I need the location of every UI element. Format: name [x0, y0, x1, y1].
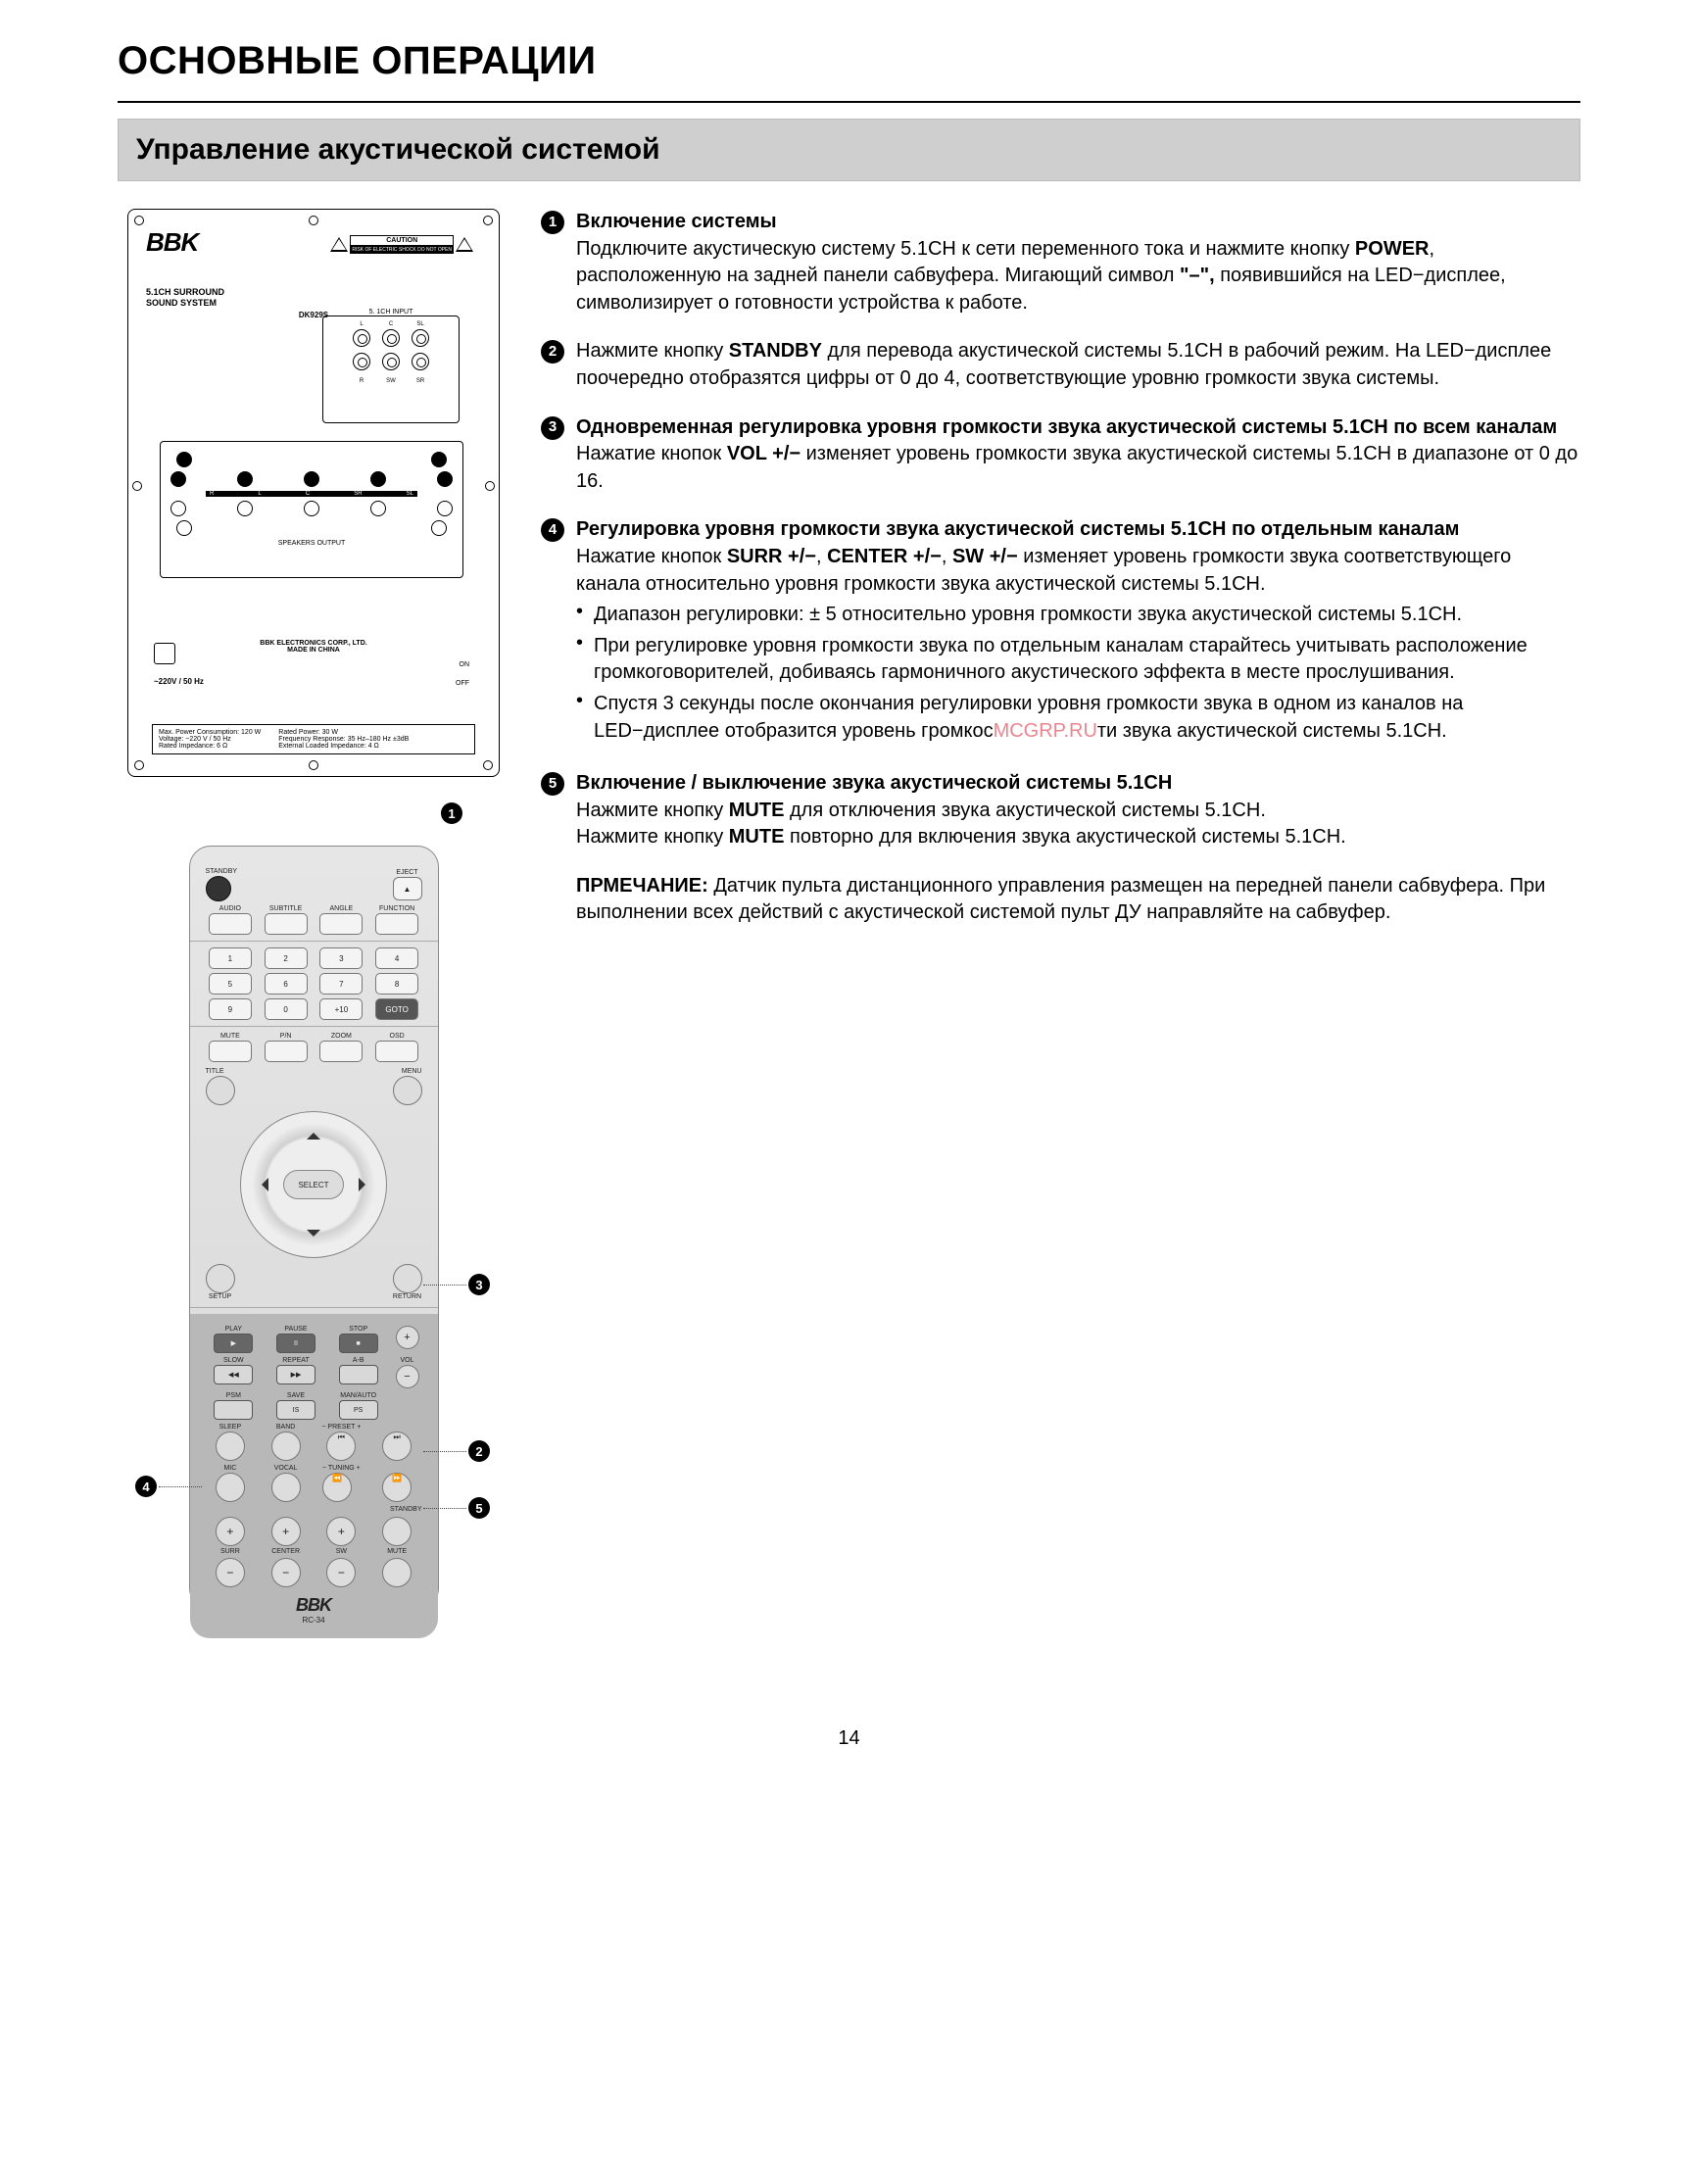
note: ПРМЕЧАНИЕ: Датчик пульта дистанционного …	[576, 873, 1580, 927]
caution-sub: RISK OF ELECTRIC SHOCK DO NOT OPEN	[350, 246, 454, 254]
callout-3: 3	[468, 1274, 490, 1295]
step-4: 4 Регулировка уровня громкости звука аку…	[541, 516, 1580, 749]
callout-1: 1	[441, 802, 462, 824]
bullet: Спустя 3 секунды после окончания регулир…	[576, 691, 1580, 745]
step-3: 3 Одновременная регулировка уровня громк…	[541, 414, 1580, 496]
section-header: Управление акустической системой	[118, 119, 1580, 181]
callout-5: 5	[468, 1497, 490, 1519]
bullet: Диапазон регулировки: ± 5 относительно у…	[576, 602, 1580, 629]
step-badge: 2	[541, 340, 564, 364]
rear-panel-diagram: BBK CAUTION RISK OF ELECTRIC SHOCK DO NO…	[127, 209, 500, 777]
page-number: 14	[118, 1727, 1580, 1750]
divider	[118, 101, 1580, 103]
step-2: 2 Нажмите кнопку STANDBY для перевода ак…	[541, 338, 1580, 392]
step-1: 1 Включение системы Подключите акустичес…	[541, 209, 1580, 316]
dpad: SELECT	[240, 1111, 387, 1258]
fuse-icon	[154, 643, 175, 664]
caution-label: CAUTION RISK OF ELECTRIC SHOCK DO NOT OP…	[330, 235, 473, 254]
manufacturer: BBK ELECTRONICS CORP., LTD.MADE IN CHINA	[260, 640, 366, 655]
step-title: Включение системы	[576, 211, 777, 232]
section-title: Управление акустической системой	[136, 133, 1562, 167]
step-badge: 3	[541, 416, 564, 440]
step-badge: 4	[541, 518, 564, 542]
speaker-outputs: RLCSRSL SPEAKERS OUTPUT	[160, 441, 463, 578]
figures-column: BBK CAUTION RISK OF ELECTRIC SHOCK DO NO…	[118, 209, 509, 1610]
step-5: 5 Включение / выключение звука акустичес…	[541, 770, 1580, 851]
caution-text: CAUTION	[350, 235, 454, 246]
on-off-label: ONOFF	[456, 655, 469, 694]
callout-2: 2	[468, 1440, 490, 1462]
remote-diagram: STANDBY EJECT▲ AUDIO SUBTITLE ANGLE FUNC…	[189, 846, 439, 1610]
spec-box: Max. Power Consumption: 120 W Voltage: ~…	[152, 724, 475, 754]
callout-4: 4	[135, 1476, 157, 1497]
step-badge: 1	[541, 211, 564, 234]
watermark: MCGRP.RU	[994, 720, 1097, 742]
step-badge: 5	[541, 772, 564, 796]
page-title: ОСНОВНЫЕ ОПЕРАЦИИ	[118, 39, 1580, 83]
bullet: При регулировке уровня громкости звука п…	[576, 633, 1580, 687]
instructions-column: 1 Включение системы Подключите акустичес…	[541, 209, 1580, 927]
voltage-label: ~220V / 50 Hz	[154, 677, 204, 686]
input-jacks: 5. 1CH INPUT LCSL RSWSR	[322, 315, 460, 423]
